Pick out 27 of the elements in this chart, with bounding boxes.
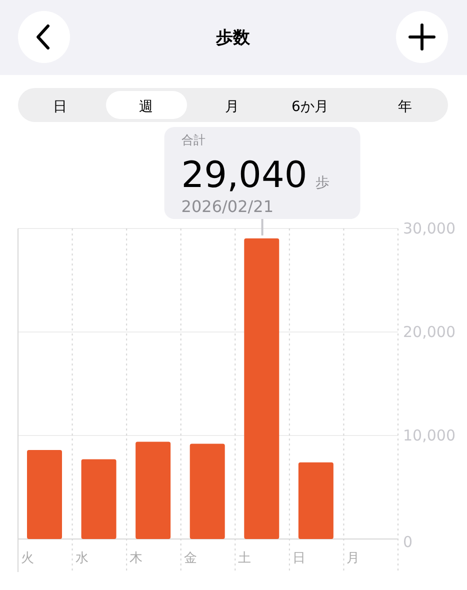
text: 月 xyxy=(225,99,239,115)
bar xyxy=(244,238,280,539)
chart-title: 歩数 xyxy=(215,28,251,48)
text: 年 xyxy=(398,99,412,115)
bar xyxy=(27,450,62,539)
bar xyxy=(190,444,225,539)
y-tick-label: 20,000 xyxy=(403,323,456,341)
x-tick-label: 木 xyxy=(130,551,143,566)
x-tick-label: 火 xyxy=(21,551,34,566)
y-tick-label: 30,000 xyxy=(403,220,456,238)
x-tick-label: 金 xyxy=(184,551,197,566)
annotation: 29,040 xyxy=(181,155,308,196)
text: 日 xyxy=(53,99,67,115)
bar xyxy=(298,462,334,539)
x-tick-label: 土 xyxy=(238,551,252,566)
y-tick-label: 10,000 xyxy=(403,426,456,444)
text: 週 xyxy=(139,99,153,115)
text: 合計 xyxy=(181,133,206,147)
text: 2026/02/21 xyxy=(181,197,274,216)
y-tick-label: 0 xyxy=(403,533,413,551)
text: 歩 xyxy=(315,175,330,191)
x-tick-label: 月 xyxy=(346,551,360,566)
x-tick-label: 水 xyxy=(75,551,88,566)
bar xyxy=(136,442,171,539)
x-tick-label: 日 xyxy=(292,551,306,566)
text: 6か月 xyxy=(292,99,328,115)
bar xyxy=(81,459,116,539)
